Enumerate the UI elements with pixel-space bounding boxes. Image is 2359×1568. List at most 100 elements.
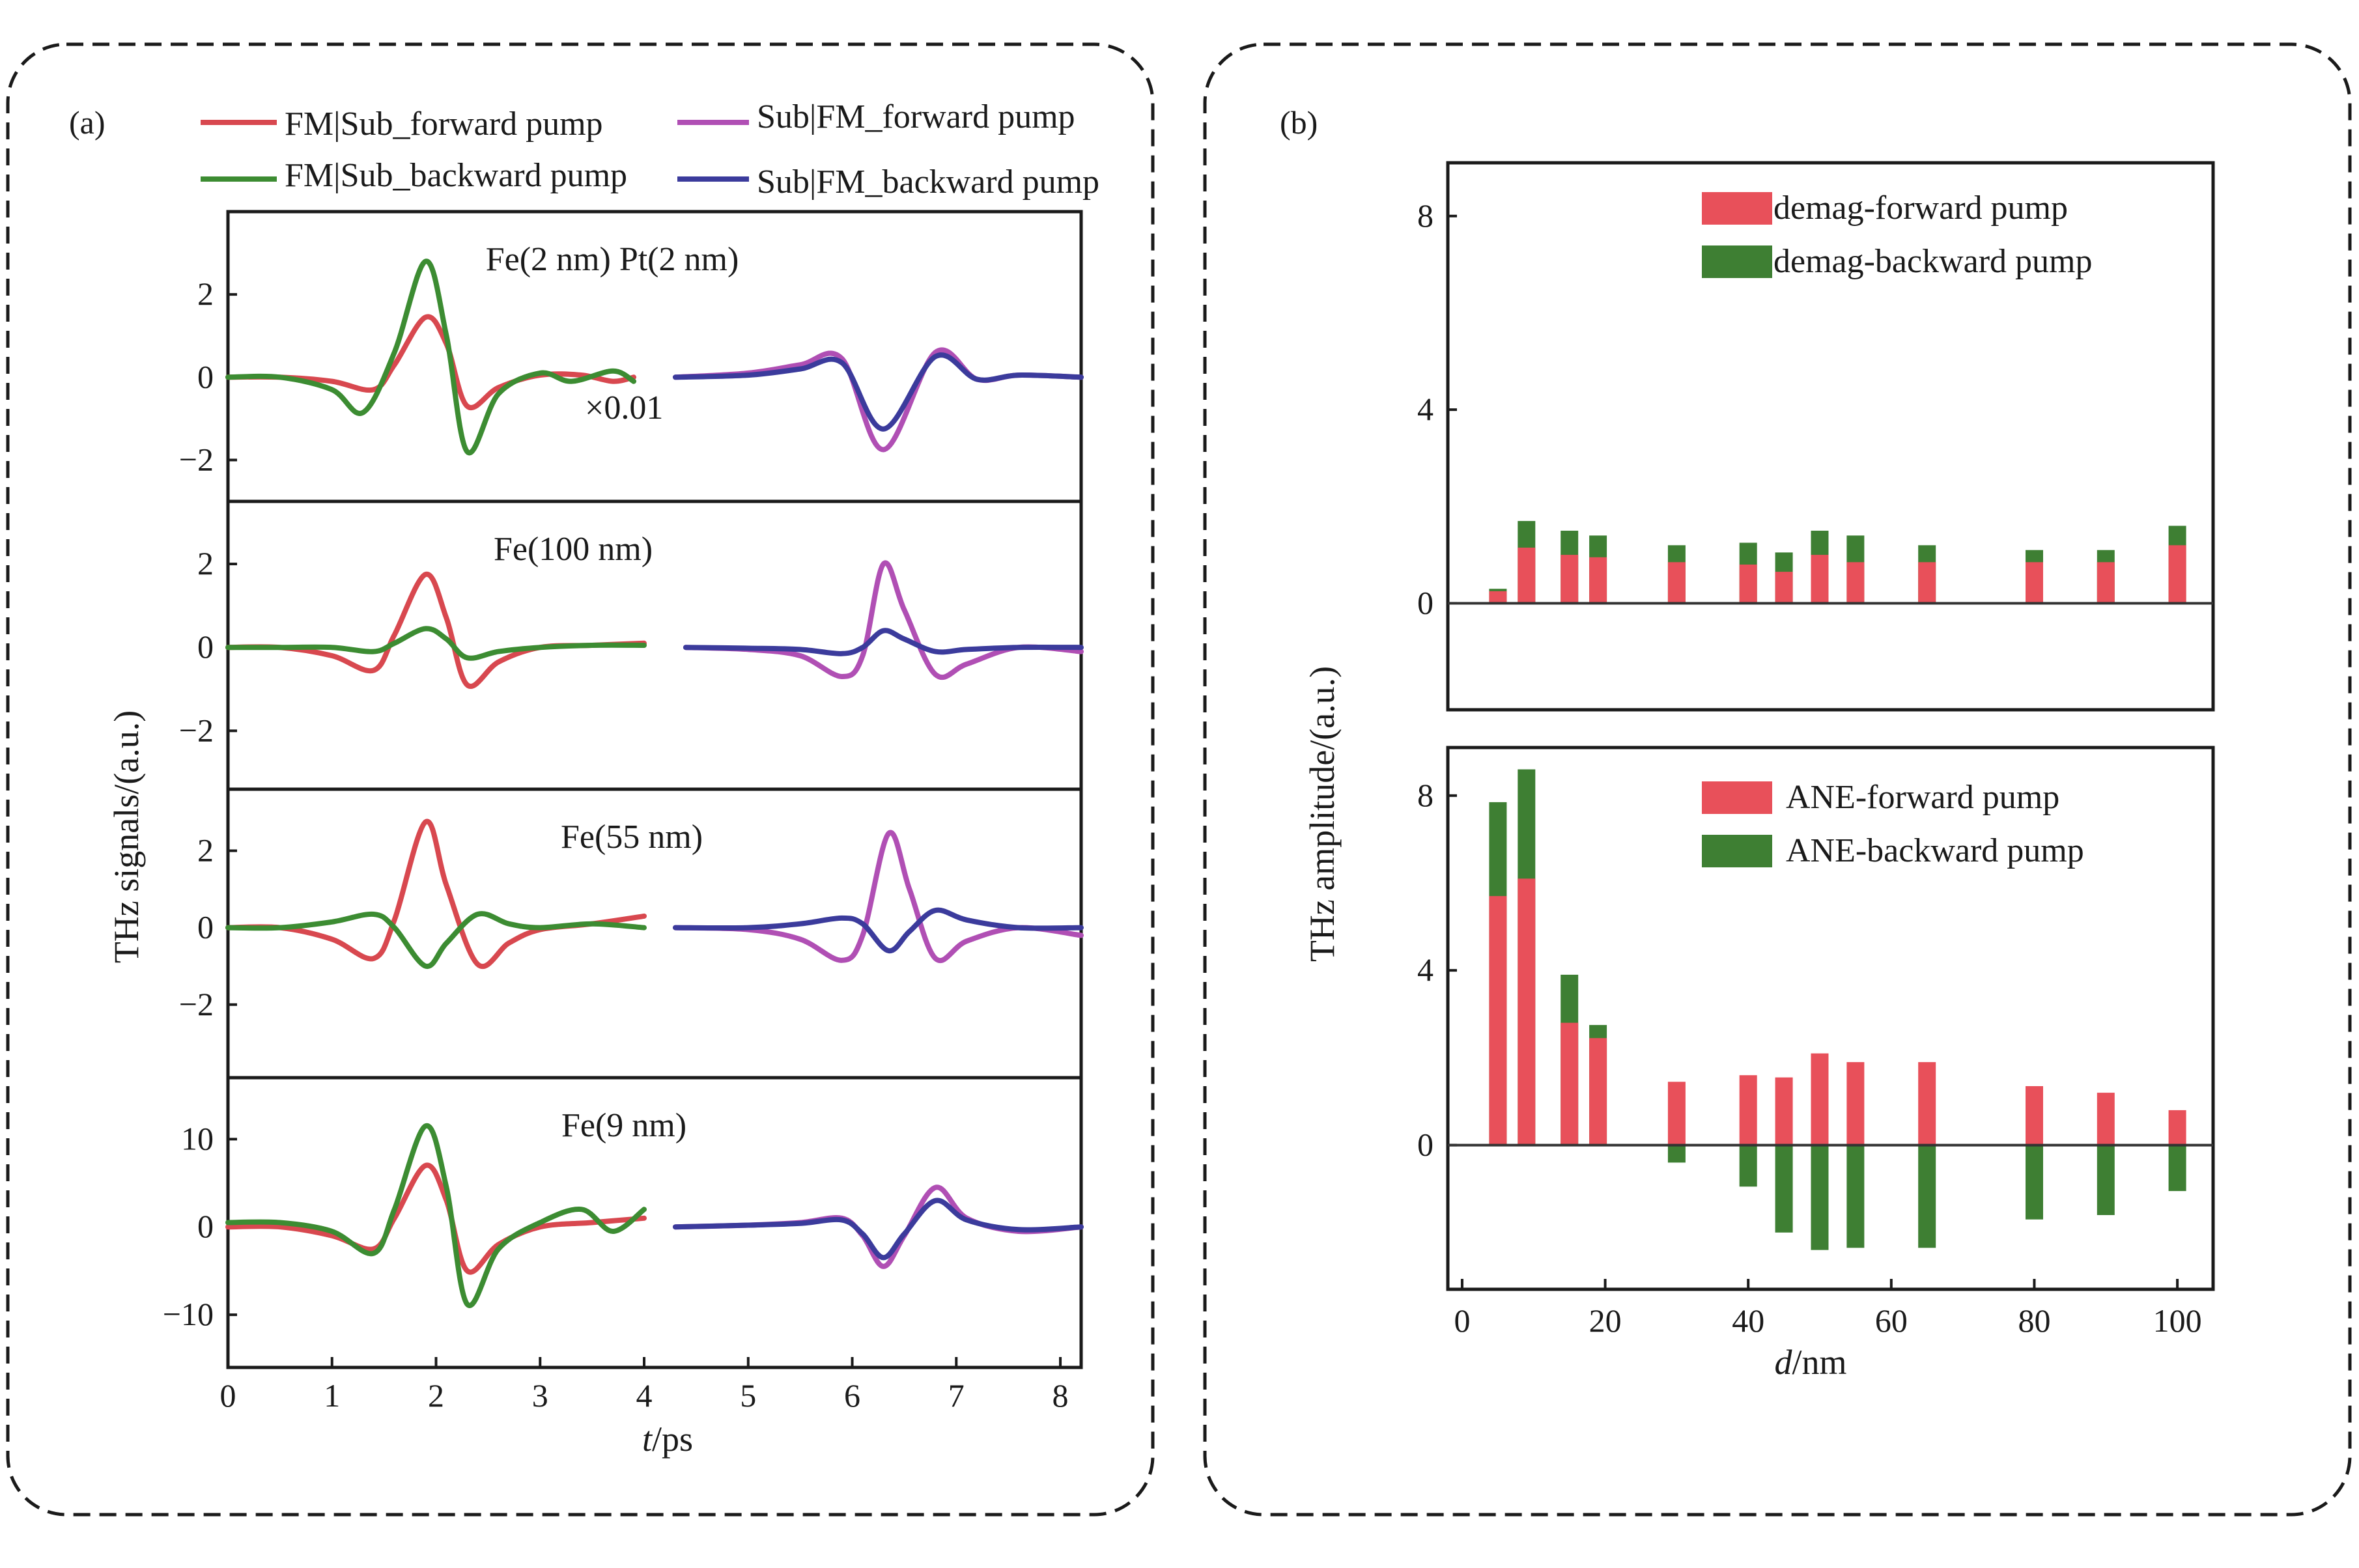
trace-sub-fm-forward — [673, 347, 1084, 453]
panel-a-ylabel: THz signals/(a.u.) — [107, 710, 146, 963]
trace-fm-sub-backward — [225, 626, 647, 661]
bar-ane-backward-pump-d45 — [1775, 1145, 1793, 1233]
y-tick-label: 0 — [197, 909, 214, 945]
y-tick-label: −2 — [179, 712, 214, 748]
x-tick-label: 8 — [1052, 1377, 1069, 1414]
bar-demag-forward-pump-d9 — [1518, 548, 1536, 604]
panel-a-legend: FM|Sub_forward pump FM|Sub_backward pump… — [201, 98, 1099, 201]
bar-ane-forward-pump-d50 — [1811, 1053, 1829, 1145]
scale-note: ×0.01 — [585, 389, 663, 427]
trace-fm-sub-backward — [225, 1123, 647, 1308]
legend-label-ane-backward: ANE-backward pump — [1786, 832, 2084, 869]
legend-label-demag-backward: demag-backward pump — [1773, 243, 2092, 280]
trace-fm-sub-forward — [225, 314, 636, 410]
bar-ane-backward-pump-d65 — [1918, 1145, 1936, 1248]
subplot-title: Fe(100 nm) — [494, 531, 653, 568]
panel-b-ylabel: THz amplitude/(a.u.) — [1303, 666, 1342, 962]
panel-a-label: (a) — [69, 104, 106, 141]
bar-ane-backward-pump-d30 — [1667, 1145, 1686, 1163]
y-tick-label: 8 — [1417, 197, 1434, 234]
legend-label-fm-sub-forward: FM|Sub_forward pump — [285, 105, 603, 143]
bar-ane-forward-pump-d55 — [1846, 1062, 1865, 1145]
x-tick-label: 3 — [532, 1377, 548, 1414]
panel-b-xlabel-unit: /nm — [1792, 1343, 1846, 1382]
bar-ane-backward-pump-d50 — [1811, 1145, 1829, 1250]
demag-legend: demag-forward pump demag-backward pump — [1702, 189, 2092, 280]
subplot-fe2-pt2: 2 0 −2 Fe(2 nm) Pt(2 nm) ×0.01 — [179, 210, 1084, 503]
x-tick-label: 60 — [1875, 1302, 1908, 1339]
x-tick-label: 0 — [1454, 1302, 1470, 1339]
bar-demag-forward-pump-d5 — [1489, 591, 1507, 604]
bar-ane-forward-pump-d65 — [1918, 1062, 1936, 1145]
y-tick-label: 0 — [197, 1208, 214, 1244]
legend-swatch-demag-backward — [1702, 245, 1772, 278]
bar-ane-forward-pump-d80 — [2026, 1086, 2043, 1145]
bar-demag-forward-pump-d15 — [1561, 555, 1579, 604]
bar-ane-forward-pump-d30 — [1667, 1082, 1686, 1145]
panel-b-label: (b) — [1280, 104, 1318, 141]
x-tick-label: 1 — [324, 1377, 340, 1414]
subplot-title: Fe(55 nm) — [561, 819, 703, 856]
bar-chart-ane: 8 4 0 — [1417, 746, 2215, 1291]
legend-label-ane-forward: ANE-forward pump — [1786, 779, 2059, 816]
x-tick-label: 7 — [948, 1377, 965, 1414]
bar-demag-forward-pump-d80 — [2026, 562, 2043, 604]
bar-demag-forward-pump-d45 — [1775, 572, 1793, 604]
panel-b-frame — [1203, 42, 2352, 1517]
trace-fm-sub-backward — [225, 911, 647, 969]
trace-sub-fm-forward — [673, 830, 1084, 963]
x-tick-label: 2 — [428, 1377, 444, 1414]
bar-ane-forward-pump-d45 — [1775, 1077, 1793, 1145]
panel-a-xlabel-unit: /ps — [652, 1420, 693, 1459]
bar-demag-forward-pump-d100 — [2168, 545, 2186, 604]
trace-sub-fm-backward — [673, 907, 1084, 954]
bar-ane-forward-pump-d40 — [1739, 1075, 1757, 1145]
bar-demag-forward-pump-d90 — [2097, 562, 2115, 604]
subplot-title: Fe(2 nm) Pt(2 nm) — [486, 241, 739, 278]
bar-chart-frame — [1446, 161, 2215, 712]
panel-a-xlabel: t/ps — [642, 1420, 693, 1459]
bar-ane-backward-pump-d80 — [2026, 1145, 2043, 1220]
bar-ane-forward-pump-d100 — [2168, 1110, 2186, 1145]
legend-swatch-demag-forward — [1702, 192, 1772, 225]
bar-ane-forward-pump-d9 — [1518, 878, 1536, 1145]
y-tick-label: 0 — [1417, 1127, 1434, 1163]
x-tick-label: 5 — [740, 1377, 756, 1414]
legend-label-demag-forward: demag-forward pump — [1773, 189, 2068, 227]
subplot-fe9: 10 0 −10 Fe(9 nm) — [163, 1076, 1084, 1369]
x-tick-label: 20 — [1589, 1302, 1622, 1339]
y-tick-label: 2 — [197, 275, 214, 312]
trace-sub-fm-backward — [673, 1197, 1084, 1261]
panel-a-x-ticks: 0 1 2 3 4 5 6 7 8 — [220, 1357, 1069, 1414]
x-tick-label: 4 — [636, 1377, 653, 1414]
y-tick-label: −2 — [179, 986, 214, 1022]
subplot-title: Fe(9 nm) — [561, 1107, 686, 1144]
legend-label-fm-sub-backward: FM|Sub_backward pump — [285, 157, 627, 194]
legend-label-sub-fm-forward: Sub|FM_forward pump — [757, 98, 1075, 135]
panel-b-x-ticks: 0 20 40 60 80 100 — [1454, 1279, 2202, 1339]
x-tick-label: 40 — [1732, 1302, 1764, 1339]
panel-b-xlabel-var: d — [1774, 1343, 1792, 1382]
y-tick-label: 2 — [197, 832, 214, 869]
bar-ane-forward-pump-d15 — [1561, 1022, 1579, 1145]
bar-ane-forward-pump-d5 — [1489, 896, 1507, 1145]
subplot-frame — [226, 499, 1083, 791]
y-tick-label: −2 — [179, 441, 214, 477]
bar-chart-demag: 8 4 0 — [1417, 161, 2215, 712]
bar-demag-forward-pump-d19 — [1589, 557, 1607, 604]
y-tick-label: 0 — [1417, 584, 1434, 621]
legend-swatch-ane-backward — [1702, 835, 1772, 867]
subplot-fe100: 2 0 −2 Fe(100 nm) — [179, 499, 1084, 791]
panel-b-xlabel: d/nm — [1774, 1343, 1846, 1382]
trace-sub-fm-backward — [683, 628, 1084, 656]
y-tick-label: 0 — [197, 358, 214, 395]
y-tick-label: 8 — [1417, 777, 1434, 813]
y-tick-label: 10 — [181, 1120, 214, 1156]
trace-fm-sub-forward — [225, 1162, 647, 1275]
bar-ane-forward-pump-d90 — [2097, 1093, 2115, 1145]
bar-demag-forward-pump-d40 — [1739, 565, 1757, 604]
trace-sub-fm-forward — [683, 560, 1084, 680]
x-tick-label: 6 — [844, 1377, 860, 1414]
subplot-fe55: 2 0 −2 Fe(55 nm) — [179, 787, 1084, 1080]
bar-ane-backward-pump-d55 — [1846, 1145, 1865, 1248]
